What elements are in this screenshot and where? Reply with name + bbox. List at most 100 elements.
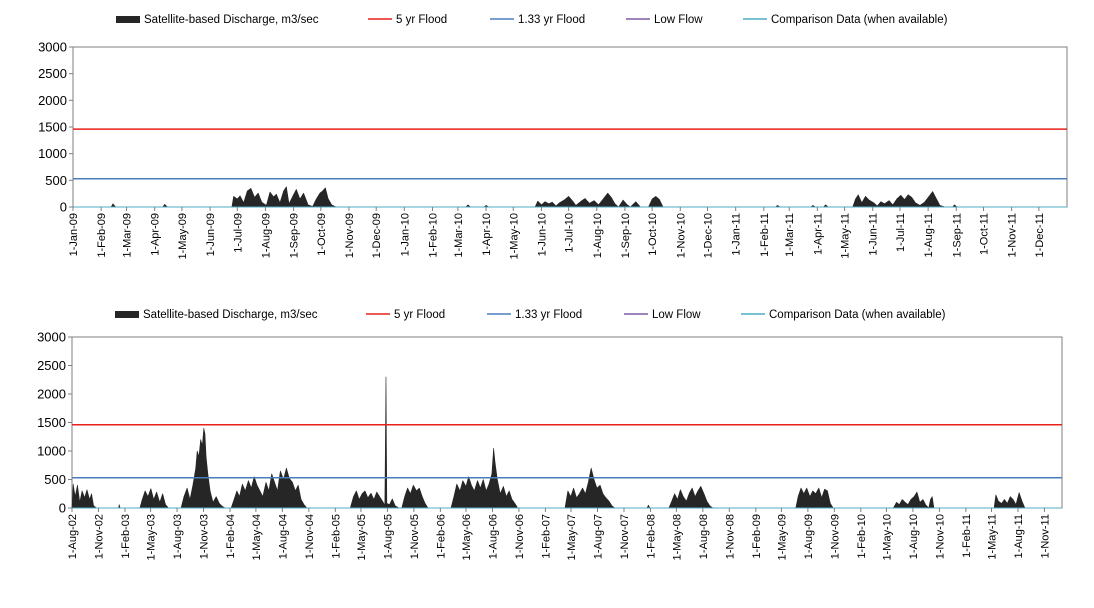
x-tick-label: 1-Feb-09 <box>96 213 108 258</box>
x-tick-label: 1-Apr-09 <box>150 213 162 256</box>
x-tick-label: 1-Nov-09 <box>344 213 356 258</box>
x-tick-label: 1-Jul-10 <box>564 213 576 253</box>
x-tick-label: 1-Apr-11 <box>812 213 824 255</box>
x-tick-label: 1-Jun-10 <box>536 213 548 256</box>
x-tick-label: 1-Dec-11 <box>1034 213 1046 257</box>
legend-item-satellite-based-discharge-m3-sec: Satellite-based Discharge, m3/sec <box>115 309 318 321</box>
y-tick-label: 1000 <box>38 146 67 161</box>
legend-item-5-yr-flood: 5 yr Flood <box>368 14 447 26</box>
legend-label: Satellite-based Discharge, m3/sec <box>144 14 319 26</box>
x-tick-label: 1-May-04 <box>251 514 263 560</box>
legend-label: Satellite-based Discharge, m3/sec <box>143 309 318 321</box>
x-tick-label: 1-Jul-09 <box>232 213 244 253</box>
x-axis-bottom: 1-Aug-02 1-Nov-02 1-Feb-03 1-May-03 1-Aug-03… <box>67 508 1051 560</box>
y-tick-label: 1500 <box>37 415 66 430</box>
x-tick-label: 1-Feb-05 <box>330 514 342 559</box>
x-tick-label: 1-Aug-07 <box>593 514 605 559</box>
y-tick-label: 2500 <box>37 358 66 373</box>
x-tick-label: 1-Aug-02 <box>67 514 79 559</box>
x-tick-label: 1-Nov-11 <box>1007 213 1019 257</box>
x-tick-label: 1-Aug-03 <box>172 514 184 559</box>
x-tick-label: 1-May-10 <box>508 213 520 259</box>
x-tick-label: 1-Aug-05 <box>382 514 394 559</box>
legend-label: 5 yr Flood <box>396 14 447 26</box>
x-tick-label: 1-Mar-10 <box>453 213 465 258</box>
x-tick-label: 1-Feb-04 <box>225 514 237 559</box>
chart-top: Satellite-based Discharge, m3/sec 5 yr Fl… <box>38 14 1068 259</box>
x-tick-label: 1-Nov-07 <box>619 514 631 559</box>
x-tick-label: 1-Aug-06 <box>487 514 499 559</box>
legend-item-1-33-yr-flood: 1.33 yr Flood <box>490 14 585 26</box>
legend-top: Satellite-based Discharge, m3/sec 5 yr Fl… <box>116 14 948 26</box>
x-tick-label: 1-May-09 <box>776 514 788 560</box>
x-tick-label: 1-Feb-11 <box>759 213 771 257</box>
x-tick-label: 1-Mar-09 <box>122 213 134 258</box>
legend-label: 1.33 yr Flood <box>518 14 585 26</box>
x-tick-label: 1-Aug-10 <box>592 213 604 258</box>
x-tick-label: 1-Nov-11 <box>1039 514 1051 558</box>
legend-swatch <box>115 311 139 318</box>
x-tick-label: 1-Nov-05 <box>409 514 421 559</box>
x-tick-label: 1-Nov-10 <box>675 213 687 258</box>
legend-swatch <box>116 16 140 23</box>
x-tick-label: 1-May-06 <box>461 514 473 560</box>
x-tick-label: 1-Nov-10 <box>934 514 946 559</box>
x-tick-label: 1-Aug-10 <box>908 514 920 559</box>
y-tick-label: 500 <box>45 173 67 188</box>
legend-bottom: Satellite-based Discharge, m3/sec 5 yr Fl… <box>115 309 946 321</box>
x-tick-label: 1-Feb-10 <box>427 213 439 258</box>
x-tick-label: 1-Sep-11 <box>951 213 963 257</box>
x-tick-label: 1-Jan-11 <box>731 213 743 256</box>
plot-area-bottom <box>71 336 1063 509</box>
x-tick-label: 1-Feb-10 <box>856 514 868 559</box>
y-tick-label: 0 <box>59 501 66 516</box>
x-tick-label: 1-Aug-11 <box>923 213 935 257</box>
x-tick-label: 1-Sep-10 <box>620 213 632 258</box>
legend-item-5-yr-flood: 5 yr Flood <box>366 309 445 321</box>
x-tick-label: 1-Nov-09 <box>829 514 841 559</box>
legend-item-low-flow: Low Flow <box>626 14 703 26</box>
x-tick-label: 1-Nov-08 <box>724 514 736 559</box>
legend-item-1-33-yr-flood: 1.33 yr Flood <box>487 309 582 321</box>
x-tick-label: 1-Dec-10 <box>703 213 715 258</box>
x-tick-label: 1-Nov-04 <box>304 514 316 559</box>
y-tick-label: 0 <box>60 200 67 215</box>
x-tick-label: 1-Oct-11 <box>978 213 990 255</box>
x-tick-label: 1-Aug-09 <box>260 213 272 258</box>
x-tick-label: 1-Jan-10 <box>399 213 411 256</box>
x-tick-label: 1-Feb-08 <box>645 514 657 559</box>
chart-bottom: Satellite-based Discharge, m3/sec 5 yr Fl… <box>37 309 1063 560</box>
y-tick-label: 2500 <box>38 66 67 81</box>
y-tick-label: 3000 <box>37 330 66 345</box>
x-tick-label: 1-Oct-10 <box>647 213 659 256</box>
x-tick-label: 1-Nov-06 <box>514 514 526 559</box>
y-axis-bottom: 0 500 1000 1500 2000 2500 3000 <box>37 330 72 516</box>
x-tick-label: 1-Aug-11 <box>1013 514 1025 558</box>
legend-item-comparison-data-when-available: Comparison Data (when available) <box>743 14 948 26</box>
x-tick-label: 1-May-03 <box>146 514 158 560</box>
x-tick-label: 1-May-11 <box>840 213 852 259</box>
y-tick-label: 2000 <box>38 93 67 108</box>
y-tick-label: 2000 <box>37 387 66 402</box>
x-tick-label: 1-Jun-11 <box>868 213 880 256</box>
series-satellite-discharge-area <box>72 186 1068 208</box>
x-tick-label: 1-May-09 <box>177 213 189 259</box>
x-tick-label: 1-Nov-02 <box>93 514 105 559</box>
x-tick-label: 1-Jul-11 <box>895 213 907 252</box>
x-tick-label: 1-Feb-09 <box>751 514 763 559</box>
legend-label: 1.33 yr Flood <box>515 309 582 321</box>
y-tick-label: 1500 <box>38 120 67 135</box>
x-tick-label: 1-May-08 <box>671 514 683 560</box>
legend-label: Comparison Data (when available) <box>771 14 948 26</box>
x-tick-label: 1-Feb-06 <box>435 514 447 559</box>
legend-label: 5 yr Flood <box>394 309 445 321</box>
legend-label: Low Flow <box>652 309 701 321</box>
y-tick-label: 500 <box>44 472 66 487</box>
plot-area-top <box>72 46 1068 208</box>
x-tick-label: 1-May-11 <box>986 514 998 560</box>
x-tick-label: 1-Oct-09 <box>316 213 328 256</box>
x-tick-label: 1-Aug-09 <box>803 514 815 559</box>
x-tick-label: 1-May-07 <box>566 514 578 560</box>
x-tick-label: 1-Feb-11 <box>961 514 973 558</box>
